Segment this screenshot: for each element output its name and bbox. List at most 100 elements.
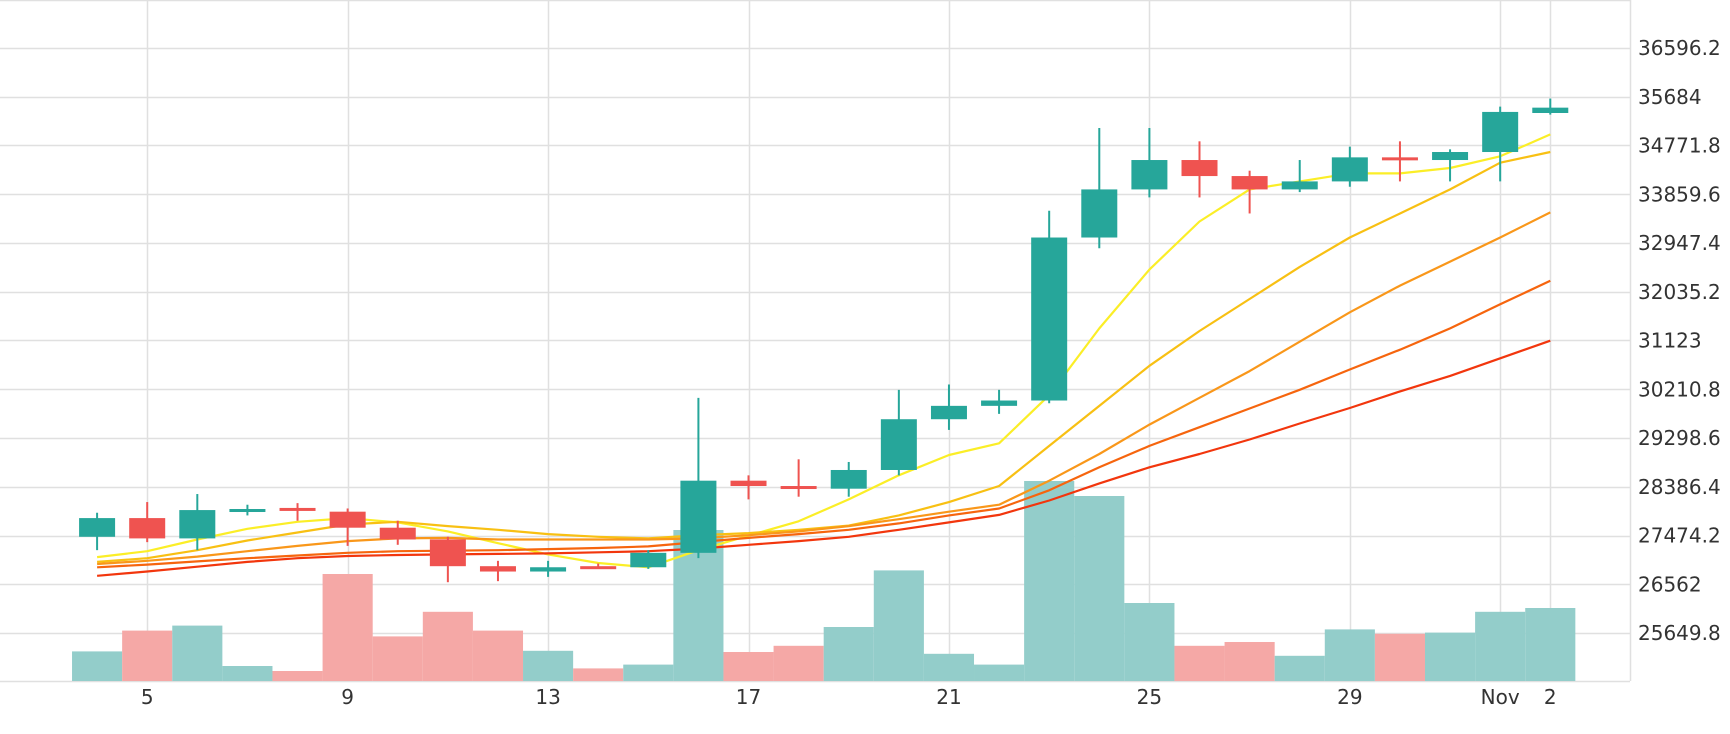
- volume-bar-20: [1074, 496, 1125, 681]
- volume-bar-19: [1024, 481, 1075, 681]
- volume-bar-10: [573, 668, 624, 681]
- candle-3: [229, 504, 266, 516]
- candle-body-25: [1331, 157, 1368, 182]
- candle-body-8: [479, 566, 516, 572]
- y-tick-label-7: 30210.8: [1638, 377, 1721, 401]
- candle-24: [1281, 160, 1318, 193]
- y-tick-label-0: 36596.2: [1638, 36, 1721, 60]
- candle-5: [329, 508, 366, 546]
- candle-body-13: [730, 480, 767, 487]
- candle-body-9: [530, 567, 567, 572]
- candle-25: [1331, 146, 1368, 187]
- candle-19: [1031, 210, 1068, 404]
- y-tick-label-2: 34771.8: [1638, 134, 1721, 158]
- candle-12: [680, 397, 717, 559]
- candle-7: [429, 536, 466, 583]
- y-tick-label-12: 25649.8: [1638, 621, 1721, 645]
- candle-body-18: [981, 400, 1018, 406]
- volume-bar-2: [172, 625, 223, 681]
- volume-bar-11: [623, 664, 674, 681]
- x-tick-label-2: 13: [535, 685, 560, 709]
- y-axis: 36596.2 35684 34771.8 33859.6 32947.4 32035.2…: [1638, 36, 1721, 645]
- candle-body-15: [830, 469, 867, 489]
- candle-15: [830, 461, 867, 497]
- candle-body-6: [379, 527, 416, 540]
- x-tick-label-8: 2: [1544, 685, 1557, 709]
- x-tick-label-0: 5: [141, 685, 154, 709]
- volume-bars: [72, 481, 1576, 681]
- candle-body-2: [179, 510, 216, 539]
- candle-body-3: [229, 509, 266, 513]
- candle-body-21: [1131, 160, 1168, 190]
- candle-22: [1181, 141, 1218, 198]
- volume-bar-27: [1425, 632, 1476, 681]
- volume-bar-4: [272, 671, 323, 681]
- volume-bar-29: [1525, 608, 1576, 681]
- volume-bar-16: [873, 570, 924, 681]
- candle-body-1: [129, 518, 166, 539]
- x-tick-label-6: 29: [1337, 685, 1362, 709]
- moving-average-line-1: [97, 150, 1551, 563]
- x-tick-label-7: Nov: [1481, 685, 1520, 709]
- x-axis: 5 9 13 17 21 25 29 Nov 2: [141, 685, 1557, 709]
- volume-bar-9: [523, 650, 574, 681]
- volume-bar-1: [122, 630, 173, 681]
- moving-average-line-3: [97, 279, 1551, 569]
- candle-14: [780, 459, 817, 497]
- x-tick-label-4: 21: [936, 685, 961, 709]
- volume-bar-15: [823, 627, 874, 681]
- volume-bar-18: [974, 664, 1025, 681]
- candle-body-22: [1181, 160, 1218, 177]
- candle-body-0: [79, 518, 116, 537]
- volume-bar-3: [222, 666, 273, 681]
- y-tick-label-6: 31123: [1638, 329, 1702, 353]
- candle-26: [1381, 141, 1418, 182]
- volume-bar-26: [1374, 633, 1426, 681]
- candle-29: [1532, 98, 1569, 115]
- volume-bar-17: [923, 653, 975, 681]
- volume-bar-0: [72, 651, 123, 681]
- candle-body-20: [1081, 189, 1118, 238]
- candle-20: [1081, 127, 1118, 249]
- candle-body-26: [1381, 157, 1418, 161]
- y-tick-label-3: 33859.6: [1638, 182, 1721, 206]
- y-tick-label-11: 26562: [1638, 572, 1702, 596]
- y-tick-label-10: 27474.2: [1638, 524, 1721, 548]
- y-tick-label-5: 32035.2: [1638, 280, 1721, 304]
- volume-bar-8: [472, 630, 524, 681]
- volume-bar-22: [1174, 645, 1225, 681]
- moving-average-line-4: [97, 339, 1551, 577]
- candle-23: [1231, 170, 1268, 214]
- volume-bar-21: [1124, 603, 1175, 681]
- x-tick-label-5: 25: [1137, 685, 1162, 709]
- y-tick-label-8: 29298.6: [1638, 426, 1721, 450]
- candle-6: [379, 520, 416, 545]
- candle-body-12: [680, 480, 717, 553]
- candle-body-4: [279, 507, 316, 511]
- volume-bar-24: [1274, 655, 1325, 681]
- candle-1: [129, 502, 166, 543]
- candle-body-27: [1432, 152, 1469, 161]
- candle-4: [279, 503, 316, 521]
- candle-body-5: [329, 511, 366, 528]
- candle-body-19: [1031, 237, 1068, 401]
- volume-bar-25: [1324, 629, 1375, 681]
- candle-8: [479, 560, 516, 582]
- volume-bar-6: [372, 636, 423, 681]
- y-tick-label-4: 32947.4: [1638, 231, 1721, 255]
- volume-bar-13: [723, 652, 774, 681]
- grid-lines: [0, 0, 1632, 683]
- candle-9: [530, 560, 567, 577]
- y-tick-label-1: 35684: [1638, 85, 1702, 109]
- candle-body-10: [580, 566, 617, 570]
- candle-2: [179, 494, 216, 551]
- volume-bar-5: [322, 574, 373, 681]
- candle-0: [79, 512, 116, 551]
- candle-body-7: [429, 539, 466, 567]
- candle-16: [880, 389, 917, 476]
- candle-13: [730, 475, 767, 500]
- candle-11: [630, 550, 667, 569]
- candle-body-17: [930, 405, 967, 420]
